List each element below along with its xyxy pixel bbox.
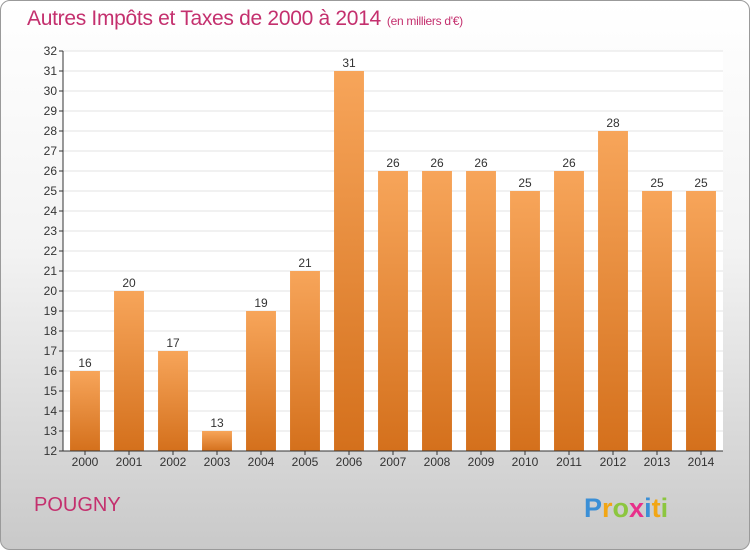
svg-text:Proxiti: Proxiti xyxy=(584,493,668,523)
bar xyxy=(510,191,540,451)
bar xyxy=(642,191,672,451)
y-tick-label: 29 xyxy=(44,104,58,118)
data-label: 28 xyxy=(606,116,620,130)
bar xyxy=(290,271,320,451)
x-tick-label: 2000 xyxy=(72,455,99,469)
data-label: 13 xyxy=(210,416,224,430)
y-tick-label: 31 xyxy=(44,64,58,78)
y-tick-label: 32 xyxy=(44,44,58,58)
data-label: 26 xyxy=(430,156,444,170)
x-tick-label: 2010 xyxy=(512,455,539,469)
x-tick-label: 2008 xyxy=(424,455,451,469)
chart-title-text: Autres Impôts et Taxes de 2000 à 2014 xyxy=(27,7,381,30)
axes: 12 13 14 15 16 17 18 19 20 21 22 23 24 25 26 27 28 29 30 31… xyxy=(44,44,723,469)
y-tick-label: 20 xyxy=(44,284,58,298)
y-tick-label: 19 xyxy=(44,304,58,318)
data-label: 25 xyxy=(650,176,664,190)
x-tick-label: 2009 xyxy=(468,455,495,469)
bar xyxy=(334,71,364,451)
x-tick-label: 2001 xyxy=(116,455,143,469)
data-label: 25 xyxy=(518,176,532,190)
y-tick-label: 14 xyxy=(44,404,58,418)
y-tick-label: 21 xyxy=(44,264,58,278)
bar xyxy=(422,171,452,451)
x-tick-label: 2006 xyxy=(336,455,363,469)
x-tick-label: 2007 xyxy=(380,455,407,469)
data-label: 31 xyxy=(342,56,356,70)
data-label: 19 xyxy=(254,296,268,310)
x-tick-label: 2011 xyxy=(556,455,582,469)
data-label: 26 xyxy=(386,156,400,170)
x-tick-label: 2014 xyxy=(688,455,715,469)
y-tick-label: 16 xyxy=(44,364,58,378)
bar xyxy=(686,191,716,451)
y-tick-label: 18 xyxy=(44,324,58,338)
y-tick-label: 27 xyxy=(44,144,58,158)
bar xyxy=(202,431,232,451)
y-tick-label: 23 xyxy=(44,224,58,238)
bar xyxy=(378,171,408,451)
city-name: POUGNY xyxy=(34,494,121,516)
bar xyxy=(554,171,584,451)
y-tick-label: 12 xyxy=(44,444,58,458)
y-tick-label: 15 xyxy=(44,384,58,398)
x-tick-label: 2005 xyxy=(292,455,319,469)
bar xyxy=(466,171,496,451)
bar xyxy=(158,351,188,451)
bar xyxy=(114,291,144,451)
y-tick-label: 28 xyxy=(44,124,58,138)
x-tick-label: 2012 xyxy=(600,455,627,469)
data-label: 17 xyxy=(166,336,180,350)
bar xyxy=(70,371,100,451)
data-label: 26 xyxy=(562,156,576,170)
y-tick-label: 17 xyxy=(44,344,58,358)
y-tick-label: 25 xyxy=(44,184,58,198)
bar xyxy=(598,131,628,451)
x-tick-label: 2003 xyxy=(204,455,231,469)
bars: 16 20 17 13 19 21 31 26 26 26 25 26 28 25 25 xyxy=(70,56,716,451)
data-label: 21 xyxy=(298,256,312,270)
proxiti-logo-graphic: Proxiti xyxy=(584,493,668,523)
data-label: 20 xyxy=(122,276,136,290)
data-label: 16 xyxy=(78,356,92,370)
data-label: 26 xyxy=(474,156,488,170)
data-label: 25 xyxy=(694,176,708,190)
x-tick-label: 2013 xyxy=(644,455,671,469)
y-tick-label: 13 xyxy=(44,424,58,438)
y-tick-label: 26 xyxy=(44,164,58,178)
proxiti-logo: Proxiti xyxy=(584,489,694,530)
y-tick-label: 22 xyxy=(44,244,58,258)
x-tick-label: 2004 xyxy=(248,455,275,469)
chart-title: Autres Impôts et Taxes de 2000 à 2014 (en… xyxy=(27,7,463,31)
y-tick-label: 24 xyxy=(44,204,58,218)
y-tick-label: 30 xyxy=(44,84,58,98)
chart-unit: (en milliers d'€) xyxy=(386,14,463,28)
bar xyxy=(246,311,276,451)
x-tick-label: 2002 xyxy=(160,455,187,469)
